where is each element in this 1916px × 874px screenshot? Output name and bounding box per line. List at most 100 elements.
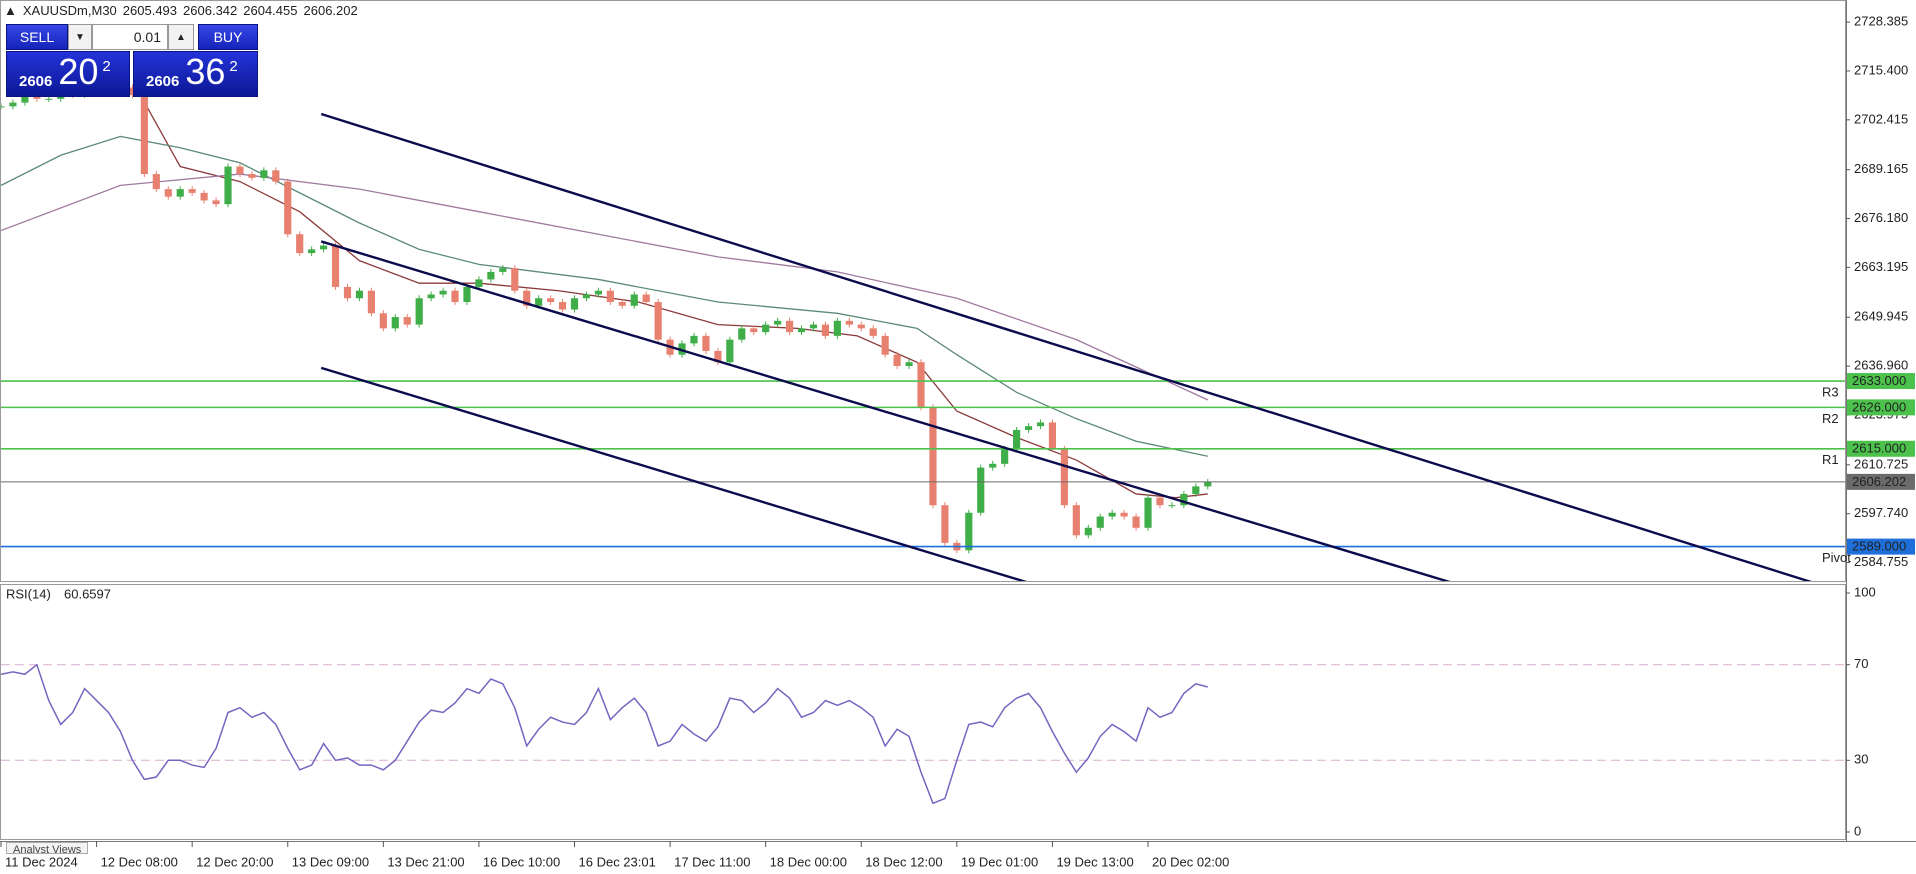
buy-button[interactable]: BUY [198, 24, 258, 50]
trendline [320, 112, 1812, 581]
candle [176, 189, 184, 197]
candle [499, 268, 507, 272]
candle [475, 279, 483, 287]
candle [140, 95, 148, 175]
candle [630, 294, 638, 306]
candle [1096, 516, 1104, 528]
candle [785, 320, 794, 333]
y-tick-label: 2636.960 [1854, 358, 1908, 373]
candle [1024, 426, 1033, 430]
candle [989, 463, 997, 468]
candle [1156, 497, 1164, 506]
x-tick-label: 18 Dec 12:00 [865, 854, 942, 869]
candle [857, 324, 865, 329]
candle [343, 286, 352, 299]
y-tick-label: 2584.755 [1854, 554, 1908, 569]
trendline [320, 240, 1451, 581]
x-tick-label: 17 Dec 11:00 [674, 854, 750, 869]
candle [200, 192, 208, 201]
x-tick-label: 20 Dec 02:00 [1152, 854, 1229, 869]
level-label: 2633.000 [1852, 373, 1906, 388]
buy-price[interactable]: 2606 36 2 [133, 51, 258, 97]
sell-price[interactable]: 2606 20 2 [6, 51, 130, 97]
candle [188, 189, 196, 193]
plot-area [1, 80, 1845, 581]
y-tick-label: 2663.195 [1854, 259, 1908, 274]
sell-price-point: 2 [102, 58, 111, 75]
level-label: 2589.000 [1852, 539, 1906, 554]
candle [654, 302, 662, 340]
candle [535, 298, 543, 306]
level-label-bg [1847, 538, 1915, 555]
candle [558, 302, 567, 310]
candle [547, 298, 555, 303]
lot-up[interactable]: ▲ [168, 24, 194, 50]
candle [618, 302, 626, 306]
x-tick-label: 16 Dec 10:00 [483, 854, 560, 869]
level-label-bg [1847, 399, 1915, 416]
candle [320, 245, 328, 250]
candle [1192, 486, 1200, 494]
candle [881, 335, 889, 355]
analyst-views-tab[interactable]: Analyst Views [6, 842, 89, 854]
candle [1168, 505, 1176, 507]
candle [750, 328, 758, 333]
level-label: 2626.000 [1852, 399, 1906, 414]
lot-down[interactable]: ▼ [68, 24, 92, 50]
rsi-panel-frame [0, 584, 1846, 840]
level-label: 2615.000 [1852, 441, 1906, 456]
candle [809, 324, 818, 329]
candle [606, 290, 614, 303]
x-tick-label: 12 Dec 20:00 [196, 854, 273, 869]
candle [678, 343, 686, 355]
rsi-line [1, 663, 1208, 805]
candle [1108, 512, 1116, 517]
candle [845, 320, 853, 325]
buy-price-pips: 36 [185, 51, 226, 92]
y-tick-label: 0 [1854, 823, 1861, 838]
y-tick-label: 2702.415 [1854, 111, 1908, 126]
candle [152, 174, 160, 190]
collapse-icon[interactable]: ▲ [4, 3, 17, 18]
candle [1036, 422, 1045, 427]
sell-button[interactable]: SELL [6, 24, 68, 50]
y-tick-label: 2676.180 [1854, 210, 1908, 225]
candle [977, 467, 985, 513]
candle [9, 102, 17, 107]
candle [642, 294, 650, 303]
moving-average [1, 173, 1209, 401]
level-label-bg [1847, 440, 1915, 457]
indicator-title: RSI(14) [6, 586, 51, 601]
candle [702, 335, 710, 351]
candle [690, 335, 698, 344]
y-tick-label: 2715.400 [1854, 62, 1908, 77]
lot-input[interactable]: 0.01 [92, 24, 168, 50]
candle [821, 324, 830, 336]
candle [917, 362, 925, 408]
candle [1060, 448, 1068, 506]
main-panel-frame [0, 0, 1846, 582]
candle [1180, 493, 1188, 506]
y-tick-label: 2610.725 [1854, 456, 1908, 471]
candle [1072, 505, 1080, 536]
candle [248, 174, 256, 178]
x-tick-label: 19 Dec 01:00 [961, 854, 1038, 869]
candle [774, 320, 782, 325]
candle [415, 298, 423, 325]
candle [893, 354, 901, 366]
moving-average [139, 94, 1208, 499]
candle [965, 512, 973, 551]
level-marker: R2 [1822, 411, 1839, 426]
candle [1132, 516, 1140, 528]
candle [367, 290, 375, 314]
candle [762, 324, 770, 333]
buy-price-big: 2606 [146, 73, 180, 90]
candle [463, 286, 471, 303]
candle [570, 298, 579, 310]
candle [403, 317, 411, 325]
x-tick-label: 16 Dec 23:01 [579, 854, 656, 869]
ohlc-close: 2606.202 [303, 3, 358, 18]
candle [1120, 512, 1128, 517]
trendline [320, 366, 1028, 581]
